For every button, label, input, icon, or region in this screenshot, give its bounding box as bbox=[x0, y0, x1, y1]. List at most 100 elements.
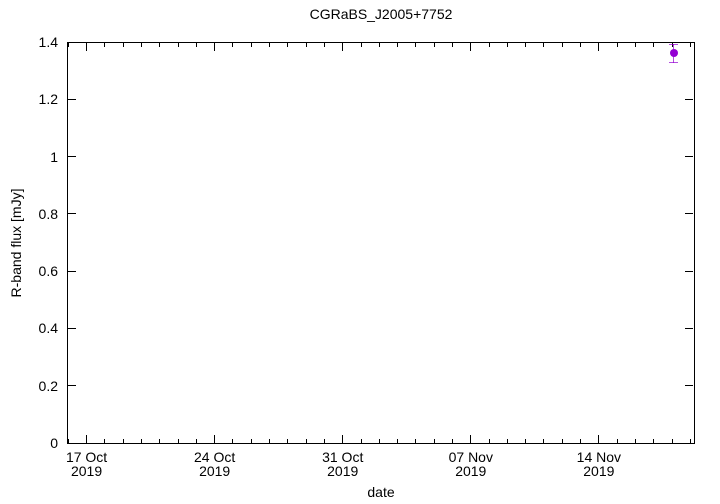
x-minor-tick-mirror bbox=[506, 43, 508, 47]
x-minor-tick-mirror bbox=[195, 43, 197, 47]
y-major-tick bbox=[68, 270, 76, 272]
x-minor-tick bbox=[561, 439, 563, 443]
x-major-tick-mirror bbox=[86, 43, 88, 51]
x-major-tick-mirror bbox=[214, 43, 216, 51]
y-major-tick-mirror bbox=[685, 270, 693, 272]
x-minor-tick bbox=[580, 439, 582, 443]
x-minor-tick-mirror bbox=[543, 43, 545, 47]
y-major-tick bbox=[68, 213, 76, 215]
chart-title: CGRaBS_J2005+7752 bbox=[309, 6, 453, 22]
y-major-tick-mirror bbox=[685, 442, 693, 444]
data-point bbox=[669, 49, 678, 58]
x-minor-tick-mirror bbox=[122, 43, 124, 47]
x-tick-label: 24 Oct 2019 bbox=[194, 449, 236, 479]
x-minor-tick bbox=[433, 439, 435, 443]
x-minor-tick bbox=[140, 439, 142, 443]
x-minor-tick-mirror bbox=[378, 43, 380, 47]
y-tick-label: 0.2 bbox=[38, 377, 58, 394]
x-major-tick bbox=[342, 435, 344, 443]
x-minor-tick bbox=[67, 439, 69, 443]
x-minor-tick-mirror bbox=[250, 43, 252, 47]
x-minor-tick-mirror bbox=[159, 43, 161, 47]
x-minor-tick bbox=[506, 439, 508, 443]
x-minor-tick bbox=[250, 439, 252, 443]
y-tick-label: 1.4 bbox=[38, 34, 58, 50]
x-minor-tick-mirror bbox=[232, 43, 234, 47]
x-major-tick bbox=[86, 435, 88, 443]
x-minor-tick bbox=[177, 439, 179, 443]
y-major-tick-mirror bbox=[685, 385, 693, 387]
x-minor-tick bbox=[104, 439, 106, 443]
y-tick-label: 0.8 bbox=[38, 205, 58, 222]
x-tick-label: 17 Oct 2019 bbox=[65, 449, 108, 479]
x-tick-label: 31 Oct 2019 bbox=[322, 449, 364, 479]
x-major-tick bbox=[598, 435, 600, 443]
x-minor-tick-mirror bbox=[451, 43, 453, 47]
x-minor-tick-mirror bbox=[488, 43, 490, 47]
y-major-tick-mirror bbox=[685, 98, 693, 100]
x-major-tick-mirror bbox=[598, 43, 600, 51]
y-major-tick bbox=[68, 156, 76, 158]
x-minor-tick bbox=[287, 439, 289, 443]
plot-area bbox=[67, 42, 695, 444]
x-major-tick bbox=[470, 435, 472, 443]
x-minor-tick-mirror bbox=[561, 43, 563, 47]
y-major-tick-mirror bbox=[685, 327, 693, 329]
x-minor-tick bbox=[159, 439, 161, 443]
y-major-tick bbox=[68, 41, 76, 43]
x-minor-tick-mirror bbox=[433, 43, 435, 47]
x-axis-label: date bbox=[367, 484, 395, 500]
x-minor-tick bbox=[323, 439, 325, 443]
x-tick-label: 07 Nov 2019 bbox=[448, 449, 493, 479]
x-minor-tick bbox=[451, 439, 453, 443]
x-minor-tick bbox=[415, 439, 417, 443]
x-minor-tick bbox=[653, 439, 655, 443]
x-minor-tick-mirror bbox=[323, 43, 325, 47]
y-major-tick-mirror bbox=[685, 41, 693, 43]
x-minor-tick-mirror bbox=[397, 43, 399, 47]
x-minor-tick-mirror bbox=[415, 43, 417, 47]
y-tick-label: 1 bbox=[50, 148, 58, 165]
x-minor-tick-mirror bbox=[104, 43, 106, 47]
x-minor-tick bbox=[360, 439, 362, 443]
x-minor-tick-mirror bbox=[305, 43, 307, 47]
x-minor-tick bbox=[671, 439, 673, 443]
x-major-tick-mirror bbox=[342, 43, 344, 51]
error-bar-cap-top bbox=[669, 43, 679, 45]
y-axis-label: R-band flux [mJy] bbox=[8, 188, 24, 298]
x-minor-tick bbox=[397, 439, 399, 443]
x-minor-tick-mirror bbox=[360, 43, 362, 47]
x-minor-tick-mirror bbox=[634, 43, 636, 47]
x-minor-tick bbox=[543, 439, 545, 443]
y-tick-label: 1.2 bbox=[38, 91, 58, 108]
x-minor-tick bbox=[525, 439, 527, 443]
y-major-tick bbox=[68, 442, 76, 444]
x-minor-tick-mirror bbox=[525, 43, 527, 47]
x-minor-tick-mirror bbox=[653, 43, 655, 47]
x-minor-tick bbox=[616, 439, 618, 443]
x-minor-tick-mirror bbox=[580, 43, 582, 47]
x-minor-tick bbox=[232, 439, 234, 443]
x-minor-tick bbox=[269, 439, 271, 443]
x-minor-tick bbox=[689, 439, 691, 443]
x-minor-tick-mirror bbox=[616, 43, 618, 47]
y-major-tick bbox=[68, 385, 76, 387]
x-minor-tick bbox=[122, 439, 124, 443]
x-tick-label: 14 Nov 2019 bbox=[576, 449, 622, 479]
y-tick-label: 0.4 bbox=[38, 320, 58, 337]
x-minor-tick-mirror bbox=[67, 43, 69, 47]
x-minor-tick bbox=[634, 439, 636, 443]
y-major-tick bbox=[68, 327, 76, 329]
x-minor-tick bbox=[195, 439, 197, 443]
x-minor-tick bbox=[305, 439, 307, 443]
x-minor-tick-mirror bbox=[140, 43, 142, 47]
x-minor-tick-mirror bbox=[671, 43, 673, 47]
x-minor-tick-mirror bbox=[269, 43, 271, 47]
y-major-tick bbox=[68, 98, 76, 100]
y-tick-label: 0.6 bbox=[38, 263, 58, 280]
x-minor-tick bbox=[378, 439, 380, 443]
x-minor-tick-mirror bbox=[287, 43, 289, 47]
y-major-tick-mirror bbox=[685, 156, 693, 158]
y-tick-label: 0 bbox=[50, 435, 58, 451]
